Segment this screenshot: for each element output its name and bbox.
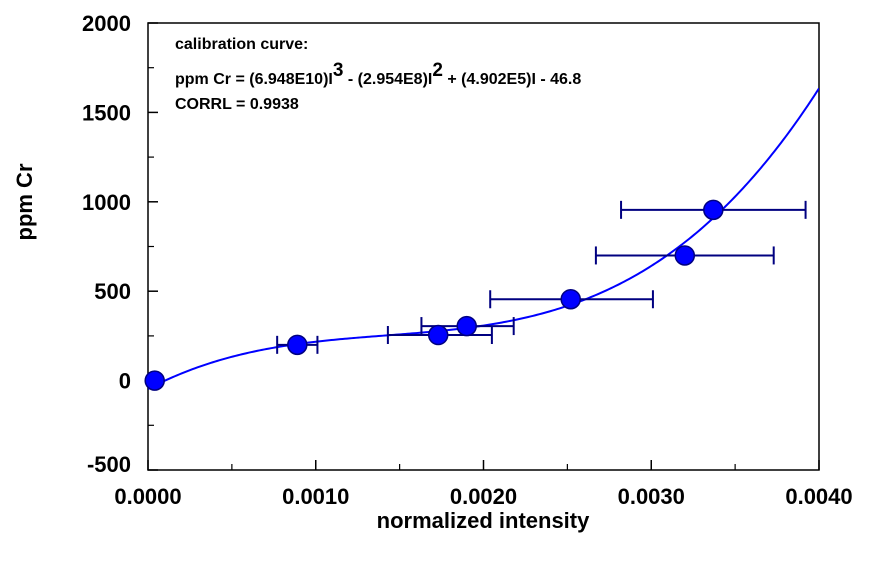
- fit-curve: [148, 87, 819, 390]
- data-point: [560, 288, 581, 310]
- data-point: [427, 324, 449, 346]
- y-tick-label: -500: [87, 452, 131, 477]
- equation-part1: ppm Cr = (6.948E10)I: [175, 71, 333, 88]
- plot-frame: [147, 22, 820, 471]
- data-points: [144, 199, 724, 391]
- y-tick-label: 1500: [82, 100, 131, 125]
- fit-curve-group: [148, 87, 819, 390]
- equation-part3: + (4.902E5)I - 46.8: [443, 71, 581, 88]
- annotation-line1: calibration curve:: [175, 36, 308, 53]
- y-tick-label: 500: [94, 279, 131, 304]
- x-tick-label: 0.0040: [785, 484, 852, 509]
- y-tick-label: 0: [119, 369, 131, 394]
- tick-labels: 0.0000 0.0010 0.0020 0.0030 0.0040 -500 0 500 10…: [82, 11, 853, 509]
- data-point: [703, 199, 724, 221]
- y-tick-label: 1000: [82, 190, 131, 215]
- axis-ticks: [147, 22, 820, 471]
- data-point: [456, 315, 477, 337]
- equation-superscript-2: 2: [432, 60, 443, 81]
- error-bars: [276, 200, 807, 354]
- x-tick-label: 0.0010: [282, 484, 349, 509]
- x-tick-label: 0.0030: [618, 484, 685, 509]
- data-point: [674, 245, 696, 266]
- y-axis-title: ppm Cr: [12, 163, 37, 240]
- x-tick-label: 0.0020: [450, 484, 517, 509]
- equation-superscript-3: 3: [333, 60, 344, 81]
- x-axis-title: normalized intensity: [377, 508, 590, 533]
- annotation-equation: ppm Cr = (6.948E10)I3 - (2.954E8)I2 + (4…: [175, 60, 581, 88]
- data-point: [287, 334, 308, 356]
- data-point: [144, 370, 165, 391]
- y-tick-label: 2000: [82, 11, 131, 36]
- annotation-corrl: CORRL = 0.9938: [175, 96, 299, 113]
- x-tick-label: 0.0000: [114, 484, 181, 509]
- equation-part2: - (2.954E8)I: [343, 71, 432, 88]
